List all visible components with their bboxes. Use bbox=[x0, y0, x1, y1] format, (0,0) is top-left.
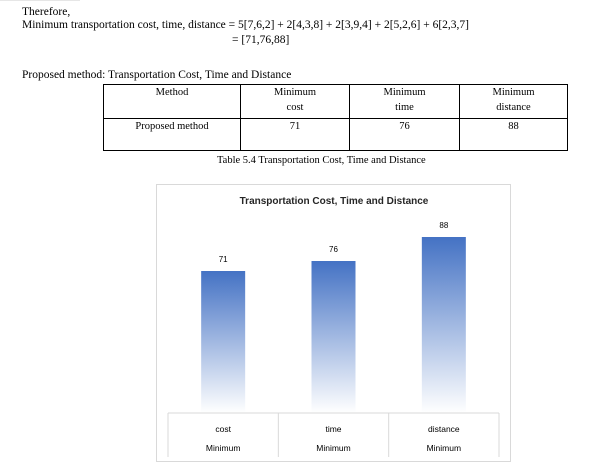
table-cell-distance: 88 bbox=[459, 118, 568, 151]
chart-area: Transportation Cost, Time and Distance 7… bbox=[156, 184, 511, 462]
header-line: time bbox=[395, 102, 414, 113]
bars-group: 71 76 88 bbox=[201, 221, 466, 413]
table-row: Proposed method 71 76 88 bbox=[103, 118, 568, 151]
formula-line: Minimum transportation cost, time, dista… bbox=[22, 19, 469, 31]
chart-title: Transportation Cost, Time and Distance bbox=[240, 196, 429, 207]
table-cell-method: Proposed method bbox=[103, 118, 241, 151]
table-header-cell: Minimum time bbox=[349, 84, 460, 119]
table-cell-cost: 71 bbox=[240, 118, 350, 151]
table-header-cell: Minimum cost bbox=[240, 84, 350, 119]
bar-cost bbox=[201, 271, 246, 413]
tick-group-label: Minimum bbox=[316, 443, 350, 453]
tick-group-label: Minimum bbox=[206, 443, 240, 453]
data-label-cost: 71 bbox=[219, 255, 228, 264]
header-line: Minimum bbox=[383, 87, 426, 98]
tick-group-label: Minimum bbox=[427, 443, 461, 453]
header-line: Method bbox=[155, 87, 189, 98]
header-line: cost bbox=[286, 102, 304, 113]
top-hairline bbox=[0, 0, 80, 1]
tick-label-cost: cost bbox=[215, 424, 231, 434]
header-line: distance bbox=[496, 102, 531, 113]
bar-chart: Transportation Cost, Time and Distance 7… bbox=[167, 196, 500, 457]
table-header-cell: Method bbox=[103, 84, 241, 119]
tick-label-distance: distance bbox=[428, 424, 460, 434]
therefore-text: Therefore, bbox=[22, 6, 71, 18]
table-cell-time: 76 bbox=[349, 118, 460, 151]
table-header-cell: Minimum distance bbox=[459, 84, 568, 119]
data-label-time: 76 bbox=[329, 245, 338, 254]
section-heading: Proposed method: Transportation Cost, Ti… bbox=[22, 69, 292, 81]
tick-label-time: time bbox=[325, 424, 341, 434]
bar-distance bbox=[421, 237, 466, 413]
bar-time bbox=[311, 261, 356, 413]
formula-result: = [71,76,88] bbox=[232, 34, 290, 46]
results-table: Method Minimum cost Minimum time Minimum… bbox=[103, 84, 568, 151]
table-header-row: Method Minimum cost Minimum time Minimum… bbox=[103, 84, 568, 119]
category-axis: cost Minimum time Minimum distance Minimum bbox=[167, 412, 500, 457]
header-line: Minimum bbox=[273, 87, 316, 98]
data-label-distance: 88 bbox=[439, 221, 448, 230]
header-line: Minimum bbox=[492, 87, 535, 98]
table-caption: Table 5.4 Transportation Cost, Time and … bbox=[217, 155, 426, 166]
